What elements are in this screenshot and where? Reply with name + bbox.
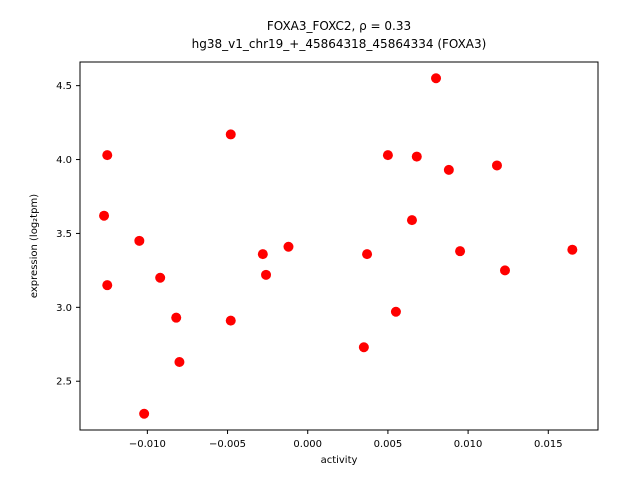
data-point [382, 150, 393, 161]
x-tick-label: 0.005 [374, 439, 403, 450]
data-point [171, 312, 182, 323]
y-axis-ticks: 2.5 3.0 3.5 4.0 4.5 [56, 81, 80, 388]
data-point [411, 151, 422, 162]
data-point [102, 150, 113, 161]
data-point [261, 269, 272, 280]
data-point [567, 244, 578, 255]
scatter-points [99, 73, 578, 419]
data-point [362, 249, 373, 260]
data-point [225, 129, 236, 140]
data-point [283, 241, 294, 252]
chart-title-line2: hg38_v1_chr19_+_45864318_45864334 (FOXA3… [192, 37, 487, 51]
y-tick-label: 2.5 [56, 377, 72, 388]
chart-title-line1: FOXA3_FOXC2, ρ = 0.33 [267, 19, 411, 33]
axes-frame [79, 61, 599, 431]
data-point [443, 164, 454, 175]
data-point [99, 210, 110, 221]
y-tick-label: 4.5 [56, 81, 72, 92]
x-tick-label: 0.010 [454, 439, 483, 450]
y-tick-label: 3.5 [56, 229, 72, 240]
data-point [455, 246, 466, 257]
x-tick-label: 0.015 [534, 439, 563, 450]
data-point [139, 408, 150, 419]
x-tick-label: −0.010 [129, 439, 166, 450]
data-point [174, 357, 185, 368]
y-axis-label: expression (log₂tpm) [29, 194, 40, 298]
data-point [499, 265, 510, 276]
data-point [358, 342, 369, 353]
y-tick-label: 4.0 [56, 155, 72, 166]
x-tick-label: 0.000 [293, 439, 322, 450]
data-point [491, 160, 502, 171]
data-point [225, 315, 236, 326]
data-point [406, 215, 417, 226]
x-axis-ticks: −0.010 −0.005 0.000 0.005 0.010 0.015 [129, 430, 563, 450]
data-point [134, 235, 145, 246]
data-point [390, 306, 401, 317]
y-tick-label: 3.0 [56, 303, 72, 314]
data-point [257, 249, 268, 260]
data-point [102, 280, 113, 291]
x-tick-label: −0.005 [209, 439, 246, 450]
x-axis-label: activity [321, 455, 358, 466]
data-point [431, 73, 442, 84]
data-point [155, 272, 166, 283]
